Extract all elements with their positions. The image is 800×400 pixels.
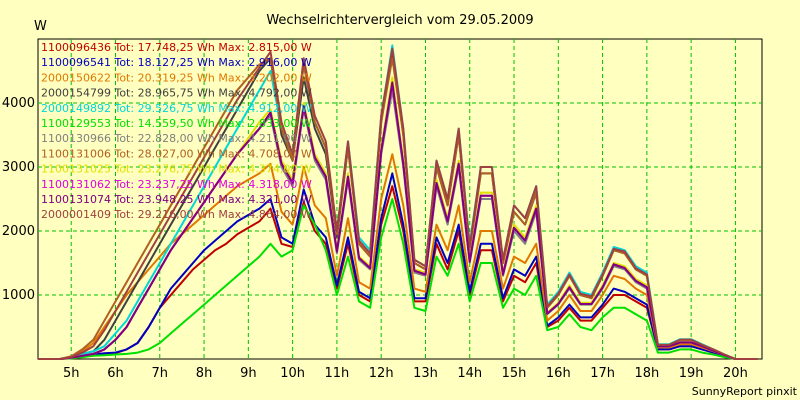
series-line-2: [38, 172, 758, 360]
series-line-3: [38, 153, 758, 360]
legend-entry-8: 1100131006 Tot: 28.027,00 Wh Max: 4.708,…: [41, 147, 312, 160]
x-tick-label: 19h: [679, 366, 704, 381]
legend-entry-9: 1100131025 Tot: 23.276,75 Wh Max: 4.374,…: [41, 163, 312, 176]
x-tick-label: 11h: [325, 366, 350, 381]
legend-entry-2: 1100096541 Tot: 18.127,25 Wh Max: 2.916,…: [41, 56, 312, 69]
legend-entry-5: 2000149892 Tot: 29.526,75 Wh Max: 4.912,…: [41, 102, 312, 115]
series-line-12: [38, 47, 758, 360]
legend-entry-6: 1100129553 Tot: 14.559,50 Wh Max: 2.833,…: [41, 117, 312, 130]
x-tick-label: 12h: [369, 366, 394, 381]
x-tick-label: 17h: [590, 366, 615, 381]
legend-entry-1: 1100096436 Tot: 17.748,25 Wh Max: 2.815,…: [41, 41, 312, 54]
chart-title: Wechselrichtervergleich vom 29.05.2009: [266, 13, 533, 28]
x-tick-label: 16h: [546, 366, 571, 381]
y-axis-label: W: [34, 19, 47, 34]
x-tick-label: 6h: [107, 366, 124, 381]
footer-credit: SunnyReport pinxit: [692, 385, 798, 398]
x-tick-label: 13h: [413, 366, 438, 381]
legend-entry-4: 2000154799 Tot: 28.965,75 Wh Max: 4.792,…: [41, 87, 312, 100]
y-tick-label: 1000: [2, 288, 35, 303]
x-tick-label: 20h: [723, 366, 748, 381]
x-tick-label: 18h: [634, 366, 659, 381]
legend-entry-12: 2000001409 Tot: 29.216,00 Wh Max: 4.864,…: [41, 208, 312, 221]
series-line-8: [38, 57, 758, 360]
y-tick-label: 2000: [2, 224, 35, 239]
x-tick-label: 8h: [196, 366, 213, 381]
series-line-11: [38, 81, 758, 360]
series-line-6: [38, 198, 758, 360]
legend-entry-11: 1100131074 Tot: 23.948,25 Wh Max: 4.321,…: [41, 193, 312, 206]
legend-entry-7: 1100130966 Tot: 22.828,00 Wh Max: 4.211,…: [41, 132, 312, 145]
x-tick-label: 15h: [502, 366, 527, 381]
x-tick-label: 5h: [63, 366, 80, 381]
x-tick-label: 9h: [240, 366, 257, 381]
legend-entry-3: 2000150622 Tot: 20.319,25 Wh Max: 3.202,…: [41, 71, 312, 84]
x-tick-label: 7h: [152, 366, 169, 381]
y-tick-label: 3000: [2, 160, 35, 175]
x-tick-label: 10h: [280, 366, 305, 381]
x-tick-label: 14h: [457, 366, 482, 381]
legend-entry-10: 1100131062 Tot: 23.237,25 Wh Max: 4.318,…: [41, 178, 312, 191]
y-tick-label: 4000: [2, 96, 35, 111]
